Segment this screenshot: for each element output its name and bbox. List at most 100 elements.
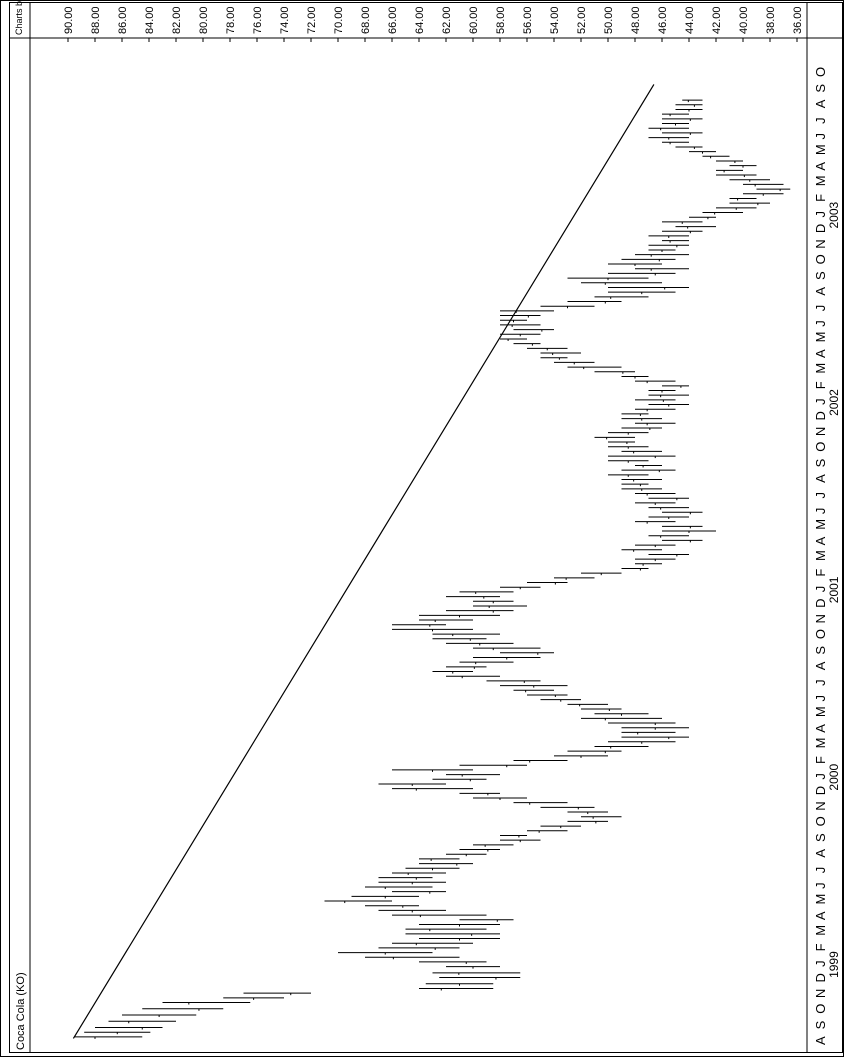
month-tick-label: O — [813, 629, 828, 639]
price-tick-label: 64.00 — [414, 6, 426, 34]
price-tick-label: 74.00 — [279, 6, 291, 34]
month-tick-label: J — [813, 320, 828, 327]
month-tick-label: N — [813, 989, 828, 998]
price-tick-label: 50.00 — [603, 6, 615, 34]
price-tick-label: 70.00 — [333, 6, 345, 34]
price-tick-label: 56.00 — [522, 6, 534, 34]
year-tick-label: 2000 — [827, 764, 841, 791]
price-tick-label: 90.00 — [63, 6, 75, 34]
trendline — [72, 84, 655, 1039]
year-tick-label: 2003 — [827, 201, 841, 228]
price-tick-label: 86.00 — [117, 6, 129, 34]
month-tick-label: S — [813, 646, 828, 655]
month-tick-label: M — [813, 894, 828, 905]
month-tick-label: M — [813, 332, 828, 343]
price-tick-label: 44.00 — [684, 6, 696, 34]
month-tick-label: A — [813, 287, 828, 296]
price-tick-label: 52.00 — [576, 6, 588, 34]
month-tick-label: A — [813, 849, 828, 858]
month-tick-label: N — [813, 239, 828, 248]
price-tick-label: 88.00 — [90, 6, 102, 34]
month-tick-label: S — [813, 271, 828, 280]
price-tick-label: 46.00 — [657, 6, 669, 34]
month-tick-label: O — [813, 254, 828, 264]
price-tick-label: 36.00 — [792, 6, 804, 34]
price-tick-label: 78.00 — [225, 6, 237, 34]
month-tick-label: S — [813, 1020, 828, 1029]
price-tick-label: 38.00 — [765, 6, 777, 34]
month-tick-label: M — [813, 550, 828, 561]
month-tick-label: J — [813, 586, 828, 593]
month-tick-label: F — [813, 756, 828, 764]
price-tick-label: 76.00 — [252, 6, 264, 34]
month-tick-label: J — [813, 867, 828, 874]
month-tick-label: A — [813, 349, 828, 358]
month-tick-label: J — [813, 305, 828, 312]
month-tick-label: J — [813, 679, 828, 686]
month-tick-label: J — [813, 492, 828, 499]
month-tick-label: M — [813, 738, 828, 749]
price-range-bars — [74, 99, 791, 1039]
month-tick-label: S — [813, 833, 828, 842]
month-tick-label: F — [813, 381, 828, 389]
month-tick-label: M — [813, 706, 828, 717]
price-tick-label: 58.00 — [495, 6, 507, 34]
month-tick-label: S — [813, 458, 828, 467]
month-tick-label: A — [813, 474, 828, 483]
year-tick-label: 1999 — [827, 951, 841, 978]
month-tick-label: J — [813, 773, 828, 780]
price-tick-label: 84.00 — [144, 6, 156, 34]
month-tick-label: D — [813, 411, 828, 420]
month-tick-label: N — [813, 427, 828, 436]
month-tick-label: J — [813, 960, 828, 967]
month-tick-label: A — [813, 724, 828, 733]
month-tick-label: A — [813, 911, 828, 920]
month-tick-label: D — [813, 598, 828, 607]
month-tick-label: O — [813, 816, 828, 826]
price-axis: 90.00 88.00 86.00 84.00 82.00 80.00 78.00 76.00… — [63, 6, 804, 42]
month-tick-label: D — [813, 786, 828, 795]
month-tick-label: J — [813, 398, 828, 405]
month-tick-label: O — [813, 1004, 828, 1014]
month-tick-label: J — [813, 695, 828, 702]
month-tick-label: N — [813, 801, 828, 810]
price-tick-label: 54.00 — [549, 6, 561, 34]
chart-panel-border — [9, 2, 843, 1053]
price-tick-label: 80.00 — [198, 6, 210, 34]
year-tick-label: 2001 — [827, 576, 841, 603]
month-tick-label: S — [813, 84, 828, 93]
price-tick-label: 62.00 — [441, 6, 453, 34]
month-tick-label: A — [813, 162, 828, 171]
month-tick-label: J — [813, 882, 828, 889]
month-tick-label: M — [813, 175, 828, 186]
month-tick-label: N — [813, 614, 828, 623]
month-tick-label: D — [813, 224, 828, 233]
month-tick-label: F — [813, 194, 828, 202]
month-tick-label: D — [813, 973, 828, 982]
month-tick-label: O — [813, 67, 828, 77]
month-tick-label: M — [813, 144, 828, 155]
price-tick-label: 72.00 — [306, 6, 318, 34]
price-tick-label: 40.00 — [738, 6, 750, 34]
month-tick-label: J — [813, 508, 828, 515]
month-tick-label: A — [813, 99, 828, 108]
month-tick-label: M — [813, 925, 828, 936]
month-tick-label: F — [813, 569, 828, 577]
price-tick-label: 48.00 — [630, 6, 642, 34]
month-tick-label: F — [813, 943, 828, 951]
price-tick-label: 68.00 — [360, 6, 372, 34]
price-tick-label: 82.00 — [171, 6, 183, 34]
month-tick-label: A — [813, 1036, 828, 1045]
month-tick-label: A — [813, 536, 828, 545]
month-tick-label: J — [813, 133, 828, 140]
chart-title: Coca Cola (KO) — [15, 972, 27, 1050]
year-axis: 1999 2000 2001 2002 2003 — [827, 201, 841, 977]
price-tick-label: 42.00 — [711, 6, 723, 34]
time-axis: ASONDJFMAMJJASONDJFMAMJJASONDJFMAMJJASON… — [813, 67, 828, 1045]
month-tick-label: M — [813, 519, 828, 530]
price-tick-label: 60.00 — [468, 6, 480, 34]
year-tick-label: 2002 — [827, 389, 841, 416]
